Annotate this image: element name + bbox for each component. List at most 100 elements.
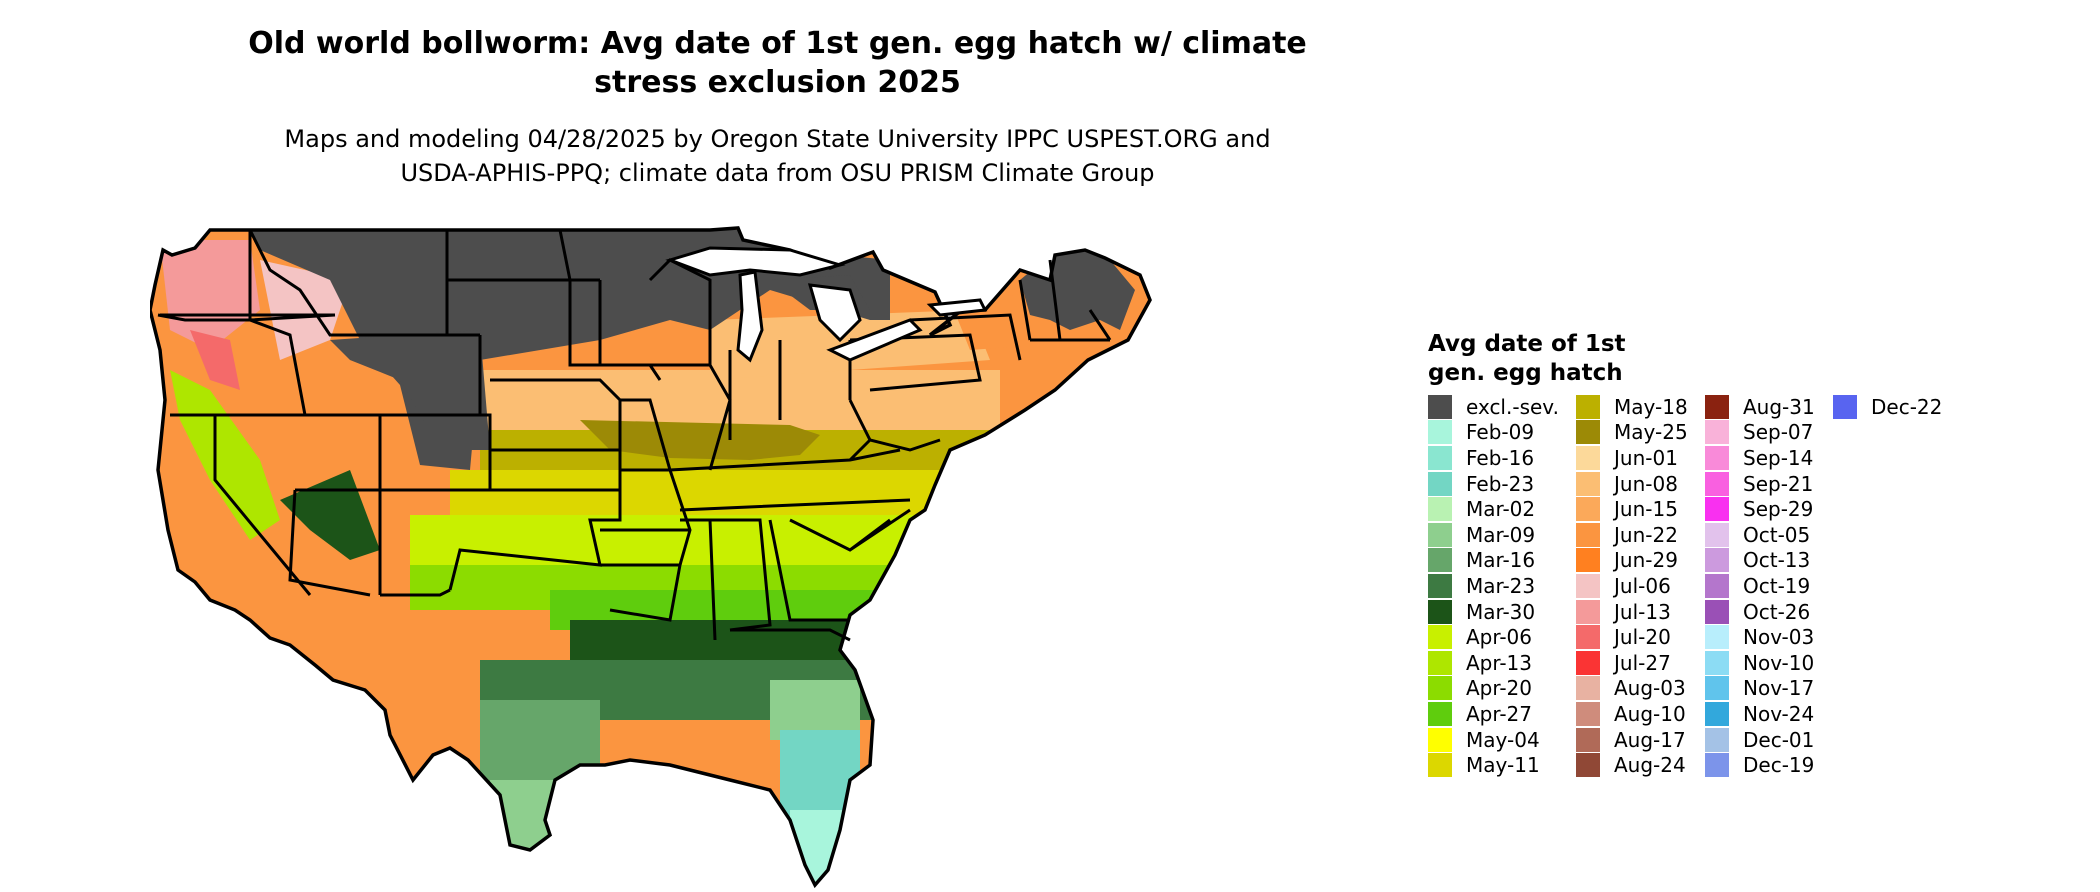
legend-item: Apr-06 xyxy=(1428,624,1559,650)
legend-label: Oct-19 xyxy=(1743,573,1811,598)
zone-california-valley xyxy=(170,370,280,540)
legend-swatch xyxy=(1576,676,1600,701)
legend-item: Jul-20 xyxy=(1576,624,1688,650)
legend-item: Dec-22 xyxy=(1833,394,1942,420)
legend-column-4: Dec-22 xyxy=(1833,394,1942,420)
map-title: Old world bollworm: Avg date of 1st gen.… xyxy=(180,24,1375,102)
lake-ontario xyxy=(926,298,988,317)
legend-item: May-04 xyxy=(1428,727,1559,753)
legend-swatch xyxy=(1705,420,1729,445)
legend-label: Jun-08 xyxy=(1614,471,1678,496)
border-florida xyxy=(730,628,851,642)
border-dakotas xyxy=(445,230,600,415)
border-washington-oregon xyxy=(157,313,336,322)
legend-label: Jul-20 xyxy=(1614,625,1671,650)
legend-item: Aug-03 xyxy=(1576,676,1688,702)
legend-item: Oct-26 xyxy=(1705,599,1815,625)
legend-column-1: excl.-sev. Feb-09 Feb-16 Feb-23 Mar-02 Mar-09… xyxy=(1428,394,1559,778)
lake-superior xyxy=(665,246,846,277)
legend-item: Aug-24 xyxy=(1576,752,1688,778)
legend-item: Aug-31 xyxy=(1705,394,1815,420)
legend-swatch xyxy=(1428,599,1452,624)
legend-swatch xyxy=(1576,753,1600,778)
legend-swatch xyxy=(1576,701,1600,726)
legend-label: Jun-22 xyxy=(1614,522,1678,547)
border-pennsylvania-new-york xyxy=(849,313,1022,392)
legend-swatch xyxy=(1705,497,1729,522)
legend-label: Jun-29 xyxy=(1614,548,1678,573)
legend-title-line-2: gen. egg hatch xyxy=(1428,360,1623,386)
legend-label: Aug-24 xyxy=(1614,753,1686,778)
legend-label: Apr-13 xyxy=(1466,650,1532,675)
legend-item: Dec-19 xyxy=(1705,752,1815,778)
legend-swatch xyxy=(1705,573,1729,598)
legend-label: Apr-20 xyxy=(1466,676,1532,701)
legend-item: Feb-16 xyxy=(1428,445,1559,471)
legend-swatch xyxy=(1428,548,1452,573)
legend-swatch xyxy=(1428,420,1452,445)
legend-item: Mar-02 xyxy=(1428,496,1559,522)
legend-swatch xyxy=(1705,727,1729,752)
legend-item: Aug-10 xyxy=(1576,701,1688,727)
legend-item: Jun-01 xyxy=(1576,445,1688,471)
border-oklahoma-texas xyxy=(448,488,622,591)
lake-huron xyxy=(807,283,862,343)
legend-label: Mar-09 xyxy=(1466,522,1536,547)
legend-label: Jul-13 xyxy=(1614,599,1671,624)
legend-label: Feb-23 xyxy=(1466,471,1535,496)
legend-item: Nov-24 xyxy=(1705,701,1815,727)
legend-item: Oct-19 xyxy=(1705,573,1815,599)
legend-swatch xyxy=(1705,650,1729,675)
legend-label: Dec-01 xyxy=(1743,727,1815,752)
legend-item: Oct-13 xyxy=(1705,548,1815,574)
us-map xyxy=(150,226,1152,889)
legend-swatch xyxy=(1576,599,1600,624)
legend-label: Dec-22 xyxy=(1871,394,1943,419)
legend-swatch xyxy=(1705,548,1729,573)
legend-label: May-18 xyxy=(1614,394,1688,419)
legend-item: Jun-15 xyxy=(1576,496,1688,522)
legend-label: Aug-17 xyxy=(1614,727,1686,752)
legend-item: Mar-09 xyxy=(1428,522,1559,548)
legend-item: Nov-17 xyxy=(1705,676,1815,702)
legend-label: Nov-03 xyxy=(1743,625,1815,650)
map-subtitle: Maps and modeling 04/28/2025 by Oregon S… xyxy=(180,122,1375,190)
legend-swatch xyxy=(1428,522,1452,547)
map-title-line-2: stress exclusion 2025 xyxy=(594,65,961,100)
legend-label: Sep-21 xyxy=(1743,471,1814,496)
legend-item: Apr-13 xyxy=(1428,650,1559,676)
legend-label: Jul-27 xyxy=(1614,650,1671,675)
legend-swatch xyxy=(1428,727,1452,752)
legend-item: Nov-10 xyxy=(1705,650,1815,676)
legend-swatch xyxy=(1705,599,1729,624)
border-virginia-west-virginia xyxy=(848,399,941,462)
legend-swatch xyxy=(1705,701,1729,726)
legend-swatch xyxy=(1428,497,1452,522)
legend-swatch xyxy=(1576,420,1600,445)
zone-yellow-green-belt xyxy=(410,515,1030,570)
legend-label: excl.-sev. xyxy=(1466,394,1559,419)
zone-excluded-colorado xyxy=(330,330,490,450)
legend-label: Sep-14 xyxy=(1743,445,1814,470)
legend-item: Apr-20 xyxy=(1428,676,1559,702)
legend-label: Feb-09 xyxy=(1466,420,1535,445)
border-new-england xyxy=(1018,259,1112,342)
legend-label: Nov-24 xyxy=(1743,701,1815,726)
legend-label: Mar-23 xyxy=(1466,573,1536,598)
legend-swatch xyxy=(1576,625,1600,650)
legend-swatch xyxy=(1576,573,1600,598)
legend-label: Feb-16 xyxy=(1466,445,1535,470)
us-outline xyxy=(150,226,1152,889)
legend-swatch xyxy=(1428,676,1452,701)
legend-swatch xyxy=(1705,522,1729,547)
legend-item: Mar-30 xyxy=(1428,599,1559,625)
legend-item: excl.-sev. xyxy=(1428,394,1559,420)
legend-item: Jul-06 xyxy=(1576,573,1688,599)
legend-swatch xyxy=(1576,394,1600,419)
zone-yellow-belt xyxy=(450,470,1050,520)
legend-item: Sep-29 xyxy=(1705,496,1815,522)
legend-swatch xyxy=(1576,497,1600,522)
zone-pink-rockies xyxy=(260,260,350,360)
legend-item: Feb-23 xyxy=(1428,471,1559,497)
border-montana-south xyxy=(248,229,480,337)
